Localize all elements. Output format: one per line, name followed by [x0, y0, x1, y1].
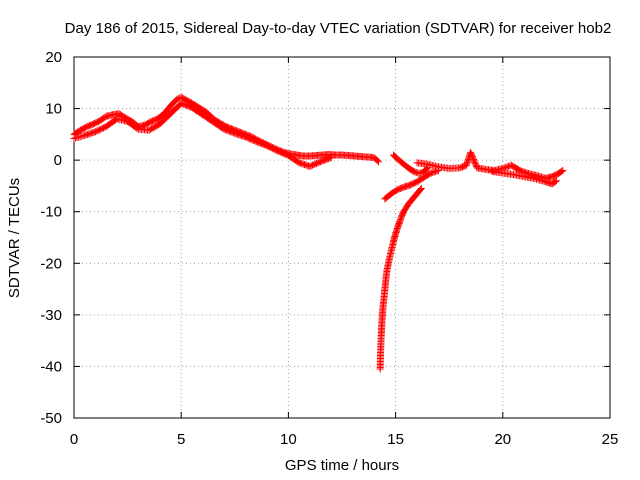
data-point	[503, 163, 511, 171]
series-1	[70, 99, 335, 170]
data-point	[426, 170, 434, 178]
series-6	[488, 167, 560, 188]
y-axis-label: SDTVAR / TECUs	[6, 178, 23, 298]
data-point	[559, 166, 567, 174]
data-point	[415, 170, 423, 178]
axis-ticks	[73, 56, 611, 419]
y-tick-labels: 20 10 0 -10 -20 -30 -40 -50	[40, 49, 62, 427]
data-point	[374, 158, 382, 166]
data-point	[430, 168, 438, 176]
data-points	[70, 93, 567, 373]
data-point	[326, 154, 334, 162]
x-axis-label: GPS time / hours	[285, 457, 399, 474]
data-point	[552, 177, 560, 185]
series-4	[389, 151, 432, 178]
data-point	[416, 186, 424, 194]
data-point	[396, 217, 404, 225]
data-point	[411, 168, 419, 176]
x-tick-label: 15	[387, 431, 404, 448]
y-tick-label: -40	[40, 358, 62, 375]
data-point	[417, 169, 425, 177]
x-tick-label: 20	[494, 431, 511, 448]
data-point	[429, 169, 437, 177]
data-point	[502, 163, 510, 171]
grid-lines	[74, 57, 610, 418]
plot-frame	[73, 56, 611, 419]
x-tick-label: 5	[177, 431, 185, 448]
y-tick-label: 0	[54, 152, 62, 169]
y-tick-label: 20	[45, 49, 62, 66]
y-tick-label: -50	[40, 410, 62, 427]
data-point	[173, 95, 181, 103]
data-point	[373, 157, 381, 165]
data-point	[397, 214, 405, 222]
y-tick-label: -30	[40, 307, 62, 324]
y-tick-label: -10	[40, 204, 62, 221]
x-tick-label: 0	[70, 431, 78, 448]
data-point	[551, 178, 559, 186]
data-point	[417, 185, 425, 193]
data-point	[558, 167, 566, 175]
data-point	[427, 169, 435, 177]
x-tick-labels: 0 5 10 15 20 25	[70, 431, 619, 448]
x-tick-label: 25	[602, 431, 619, 448]
series-5	[413, 148, 567, 182]
y-tick-label: -20	[40, 255, 62, 272]
chart-title: Day 186 of 2015, Sidereal Day-to-day VTE…	[65, 20, 612, 37]
data-point	[327, 154, 335, 162]
data-point	[396, 216, 404, 224]
x-tick-label: 10	[280, 431, 297, 448]
y-tick-label: 10	[45, 101, 62, 118]
series-2	[376, 185, 425, 373]
